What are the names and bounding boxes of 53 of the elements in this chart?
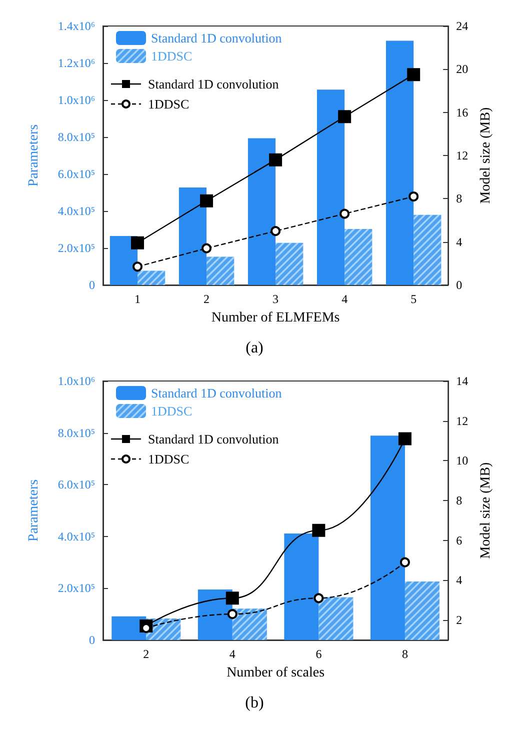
y-axis-title: Parameters — [26, 479, 42, 542]
y-tick-label: 8.0x10⁵ — [58, 130, 95, 144]
y2-axis-title: Model size (MB) — [478, 462, 494, 559]
y-tick-label: 1.4x10⁶ — [58, 19, 95, 33]
y-axis-title: Parameters — [26, 124, 42, 187]
y2-tick-label: 14 — [456, 374, 468, 388]
x-tick-label: 1 — [134, 292, 141, 306]
x-tick-label: 4 — [229, 647, 236, 661]
x-axis-title: Number of ELMFEMs — [211, 310, 340, 326]
x-tick-label: 2 — [143, 647, 150, 661]
y-tick-label: 1.0x10⁶ — [58, 93, 95, 107]
legend-label: 1DDSC — [151, 48, 192, 64]
x-tick-label: 2 — [204, 292, 210, 306]
y2-tick-label: 16 — [456, 105, 468, 120]
legend-label: 1DDSC — [151, 404, 192, 418]
y-tick-label: 8.0x10⁵ — [58, 426, 95, 440]
y-tick-label: 0 — [89, 278, 95, 292]
text: (a) — [246, 340, 264, 356]
x-tick-label: 3 — [272, 292, 279, 306]
y2-tick-label: 10 — [456, 454, 468, 468]
legend-label: Standard 1D convolution — [148, 432, 280, 446]
legend-label: 1DDSC — [148, 96, 190, 112]
x-tick-label: 5 — [410, 292, 417, 306]
y2-tick-label: 24 — [456, 19, 468, 33]
y2-tick-label: 20 — [456, 62, 468, 76]
y2-tick-label: 6 — [456, 533, 462, 548]
legend-label: Standard 1D convolution — [151, 30, 282, 46]
x-tick-label: 4 — [342, 292, 348, 306]
x-tick-label: 6 — [316, 647, 322, 661]
y2-tick-label: 4 — [456, 573, 462, 588]
y-tick-label: 6.0x10⁵ — [58, 478, 95, 492]
y-tick-label: 2.0x10⁵ — [58, 241, 95, 255]
y-tick-label: 4.0x10⁵ — [58, 204, 95, 218]
y-tick-label: 4.0x10⁵ — [58, 529, 95, 544]
y2-tick-label: 8 — [456, 494, 462, 508]
y2-tick-label: 0 — [456, 278, 462, 292]
y-tick-label: 2.0x10⁵ — [58, 581, 95, 596]
y2-tick-label: 8 — [456, 192, 462, 206]
y2-tick-label: 4 — [456, 234, 462, 249]
y2-tick-label: 12 — [456, 148, 468, 162]
x-tick-label: 8 — [402, 647, 408, 661]
x-axis-title: Number of scales — [226, 666, 325, 680]
y-tick-label: 0 — [89, 633, 95, 647]
legend-label: 1DDSC — [148, 452, 190, 466]
y2-tick-label: 2 — [456, 613, 462, 628]
y-tick-label: 1.0x10⁶ — [58, 374, 95, 388]
legend-label: Standard 1D convolution — [148, 76, 280, 92]
y-tick-label: 6.0x10⁵ — [58, 167, 95, 181]
y-tick-label: 1.2x10⁶ — [58, 56, 95, 70]
text: (b) — [245, 694, 264, 712]
legend-label: Standard 1D convolution — [151, 386, 282, 400]
y2-axis-title: Model size (MB) — [478, 106, 494, 204]
y2-tick-label: 12 — [456, 414, 468, 428]
